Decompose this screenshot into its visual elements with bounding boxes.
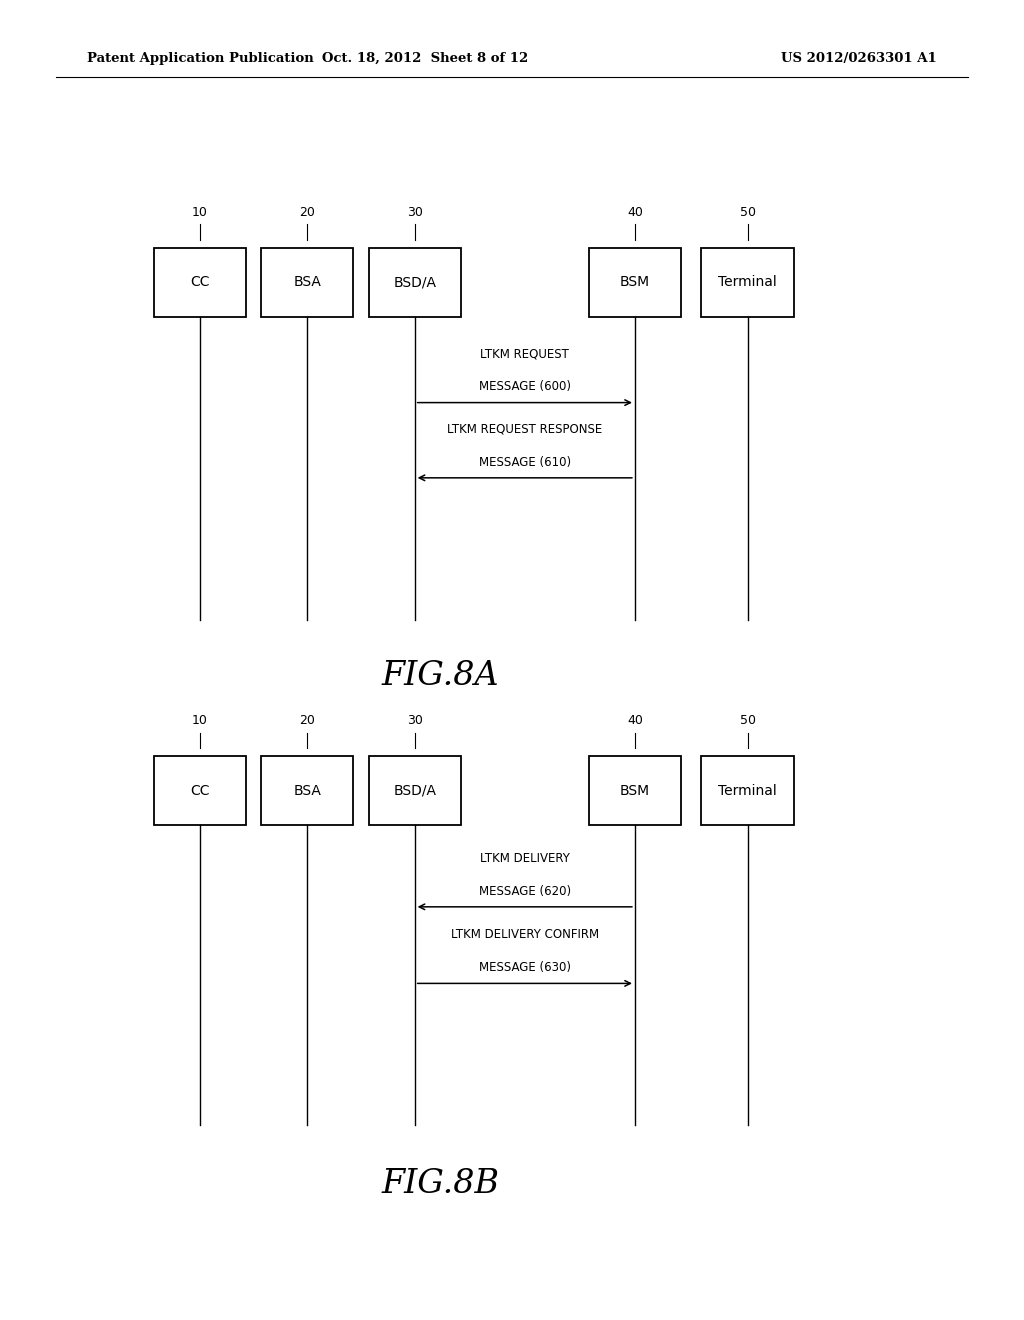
Text: CC: CC — [189, 276, 210, 289]
Text: BSM: BSM — [620, 276, 650, 289]
Text: 20: 20 — [299, 206, 315, 219]
FancyBboxPatch shape — [154, 756, 246, 825]
Text: FIG.8B: FIG.8B — [381, 1168, 500, 1200]
Text: BSA: BSA — [293, 276, 322, 289]
FancyBboxPatch shape — [369, 248, 461, 317]
Text: 50: 50 — [739, 714, 756, 727]
Text: Terminal: Terminal — [718, 276, 777, 289]
FancyBboxPatch shape — [154, 248, 246, 317]
Text: FIG.8A: FIG.8A — [382, 660, 499, 692]
Text: Terminal: Terminal — [718, 784, 777, 797]
FancyBboxPatch shape — [701, 756, 794, 825]
Text: MESSAGE (630): MESSAGE (630) — [479, 961, 570, 974]
FancyBboxPatch shape — [261, 756, 353, 825]
Text: BSA: BSA — [293, 784, 322, 797]
Text: Oct. 18, 2012  Sheet 8 of 12: Oct. 18, 2012 Sheet 8 of 12 — [322, 51, 528, 65]
Text: LTKM REQUEST: LTKM REQUEST — [480, 347, 569, 360]
Text: LTKM DELIVERY: LTKM DELIVERY — [480, 851, 569, 865]
Text: MESSAGE (610): MESSAGE (610) — [479, 455, 570, 469]
Text: BSD/A: BSD/A — [393, 784, 436, 797]
FancyBboxPatch shape — [261, 248, 353, 317]
Text: BSD/A: BSD/A — [393, 276, 436, 289]
Text: MESSAGE (600): MESSAGE (600) — [479, 380, 570, 393]
Text: LTKM DELIVERY CONFIRM: LTKM DELIVERY CONFIRM — [451, 928, 599, 941]
Text: 10: 10 — [191, 206, 208, 219]
Text: MESSAGE (620): MESSAGE (620) — [479, 884, 570, 898]
Text: 20: 20 — [299, 714, 315, 727]
Text: LTKM REQUEST RESPONSE: LTKM REQUEST RESPONSE — [447, 422, 602, 436]
Text: 30: 30 — [407, 206, 423, 219]
FancyBboxPatch shape — [589, 756, 681, 825]
Text: 30: 30 — [407, 714, 423, 727]
Text: 40: 40 — [627, 206, 643, 219]
Text: 50: 50 — [739, 206, 756, 219]
Text: US 2012/0263301 A1: US 2012/0263301 A1 — [781, 51, 937, 65]
FancyBboxPatch shape — [589, 248, 681, 317]
Text: CC: CC — [189, 784, 210, 797]
Text: 10: 10 — [191, 714, 208, 727]
FancyBboxPatch shape — [369, 756, 461, 825]
Text: BSM: BSM — [620, 784, 650, 797]
Text: Patent Application Publication: Patent Application Publication — [87, 51, 313, 65]
FancyBboxPatch shape — [701, 248, 794, 317]
Text: 40: 40 — [627, 714, 643, 727]
